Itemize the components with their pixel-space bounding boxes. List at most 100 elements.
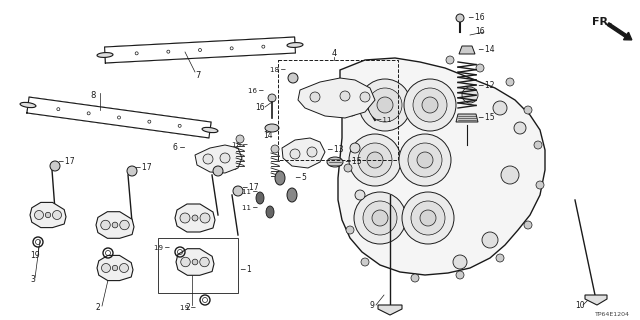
Circle shape (476, 64, 484, 72)
Text: 10: 10 (575, 300, 584, 309)
Circle shape (349, 134, 401, 186)
Ellipse shape (327, 157, 343, 167)
Polygon shape (96, 212, 134, 238)
Polygon shape (298, 78, 375, 118)
Circle shape (355, 190, 365, 200)
Circle shape (536, 181, 544, 189)
Text: 2: 2 (185, 303, 189, 313)
Circle shape (446, 56, 454, 64)
Polygon shape (282, 138, 325, 168)
Text: 18 ─: 18 ─ (232, 142, 248, 148)
Text: ─ 11: ─ 11 (376, 117, 392, 123)
Ellipse shape (97, 52, 113, 57)
Circle shape (359, 79, 411, 131)
Circle shape (417, 152, 433, 168)
Text: ─ 14: ─ 14 (478, 45, 495, 54)
Circle shape (453, 255, 467, 269)
Ellipse shape (287, 43, 303, 47)
Polygon shape (338, 58, 545, 275)
Text: 19 ─: 19 ─ (154, 245, 170, 251)
Circle shape (192, 215, 198, 221)
Circle shape (358, 143, 392, 177)
Circle shape (404, 79, 456, 131)
Circle shape (268, 94, 276, 102)
Text: ─ 5: ─ 5 (295, 173, 307, 182)
Text: 16: 16 (475, 28, 484, 36)
Circle shape (493, 101, 507, 115)
Text: ─ 1: ─ 1 (240, 266, 252, 275)
Polygon shape (104, 37, 296, 63)
Polygon shape (456, 114, 478, 122)
Polygon shape (176, 249, 214, 275)
Circle shape (220, 153, 230, 163)
Circle shape (346, 226, 354, 234)
Circle shape (112, 265, 118, 271)
Circle shape (350, 143, 360, 153)
Text: 14: 14 (263, 132, 273, 140)
Circle shape (100, 220, 110, 230)
Polygon shape (195, 145, 242, 173)
Polygon shape (378, 305, 402, 315)
Circle shape (408, 143, 442, 177)
Circle shape (534, 141, 542, 149)
FancyArrow shape (607, 23, 632, 40)
Ellipse shape (287, 188, 297, 202)
Text: ─ 17: ─ 17 (242, 182, 259, 191)
Circle shape (354, 192, 406, 244)
Text: 16: 16 (255, 102, 264, 111)
Circle shape (506, 78, 514, 86)
Text: ─ 13: ─ 13 (327, 146, 344, 155)
Ellipse shape (275, 171, 285, 185)
Polygon shape (30, 203, 66, 228)
Text: 3: 3 (30, 276, 35, 284)
Polygon shape (459, 46, 475, 54)
Circle shape (367, 152, 383, 168)
Circle shape (344, 164, 352, 172)
Ellipse shape (265, 124, 279, 132)
Circle shape (200, 257, 209, 267)
Circle shape (456, 14, 464, 22)
Circle shape (411, 201, 445, 235)
Text: 11 ─: 11 ─ (243, 205, 258, 211)
Circle shape (496, 254, 504, 262)
Circle shape (420, 210, 436, 226)
Circle shape (180, 213, 190, 223)
Text: 19: 19 (30, 251, 40, 260)
Circle shape (50, 161, 60, 171)
Circle shape (236, 135, 244, 143)
Text: 6 ─: 6 ─ (173, 143, 185, 153)
Circle shape (456, 271, 464, 279)
Circle shape (120, 220, 129, 230)
Text: 9: 9 (370, 300, 375, 309)
Circle shape (310, 92, 320, 102)
Text: ─ 12: ─ 12 (478, 81, 495, 90)
Circle shape (271, 145, 279, 153)
Circle shape (413, 88, 447, 122)
Text: 7: 7 (195, 70, 200, 79)
Text: 2: 2 (95, 303, 100, 313)
Text: 16 ─: 16 ─ (248, 88, 263, 94)
Circle shape (180, 257, 190, 267)
Circle shape (120, 263, 129, 273)
Circle shape (127, 166, 137, 176)
Circle shape (422, 97, 438, 113)
Circle shape (233, 186, 243, 196)
Polygon shape (27, 97, 211, 138)
Circle shape (35, 211, 44, 220)
Circle shape (514, 122, 526, 134)
Circle shape (102, 263, 111, 273)
Circle shape (361, 258, 369, 266)
Circle shape (399, 134, 451, 186)
Circle shape (377, 97, 393, 113)
Circle shape (112, 222, 118, 228)
Ellipse shape (256, 192, 264, 204)
Text: ─ 15: ─ 15 (345, 157, 362, 166)
Polygon shape (97, 255, 133, 281)
Circle shape (524, 106, 532, 114)
Circle shape (524, 221, 532, 229)
Circle shape (372, 210, 388, 226)
Text: 4: 4 (332, 50, 337, 59)
Circle shape (290, 149, 300, 159)
Circle shape (307, 147, 317, 157)
Text: 18 ─: 18 ─ (271, 67, 286, 73)
